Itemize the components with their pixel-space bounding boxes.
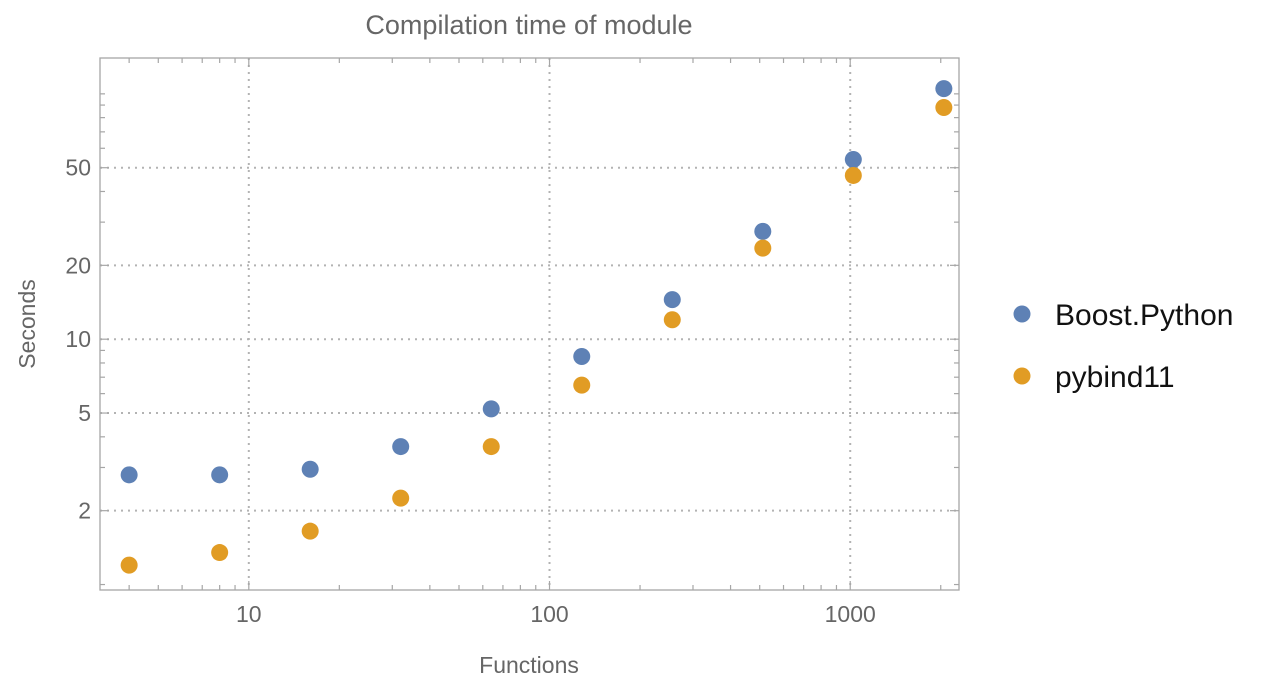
pybind11-point [211, 544, 229, 562]
pybind11-point [301, 522, 319, 540]
pybind11-point [573, 376, 591, 394]
chart-title: Compilation time of module [365, 10, 692, 40]
axis-ticks: 10 100 1000 2 5 10 20 50 [65, 58, 959, 627]
y-axis-label: Seconds [14, 279, 40, 369]
boost-python-point [392, 438, 410, 456]
x-tick-label: 1000 [825, 601, 876, 627]
legend-marker-boost-python [1013, 305, 1031, 323]
pybind11-point [935, 98, 953, 116]
boost-python-point [754, 222, 772, 240]
boost-python-point [844, 151, 862, 169]
pybind11-point [754, 239, 772, 257]
pybind11-point [120, 556, 138, 574]
pybind11-point [482, 438, 500, 456]
boost-python-point [663, 291, 681, 309]
x-tick-label: 100 [530, 601, 568, 627]
legend: Boost.Python pybind11 [1013, 299, 1233, 394]
pybind11-point [392, 489, 410, 507]
y-tick-label: 5 [78, 400, 91, 426]
pybind11-point [844, 166, 862, 184]
x-tick-label: 10 [236, 601, 262, 627]
data-points [120, 80, 953, 574]
pybind11-point [663, 311, 681, 329]
boost-python-point [120, 466, 138, 484]
boost-python-point [211, 466, 229, 484]
boost-python-point [573, 348, 591, 366]
y-tick-label: 20 [65, 252, 91, 278]
grid-lines [100, 58, 959, 590]
boost-python-point [301, 460, 319, 478]
plot-frame [99, 57, 960, 591]
y-tick-label: 10 [65, 326, 91, 352]
y-tick-label: 50 [65, 155, 91, 181]
y-tick-label: 2 [78, 498, 91, 524]
legend-marker-pybind11 [1013, 367, 1031, 385]
x-axis-label: Functions [479, 652, 579, 677]
boost-python-point [482, 400, 500, 418]
boost-python-point [935, 80, 953, 98]
legend-label-boost-python: Boost.Python [1055, 299, 1233, 332]
legend-label-pybind11: pybind11 [1055, 361, 1175, 394]
